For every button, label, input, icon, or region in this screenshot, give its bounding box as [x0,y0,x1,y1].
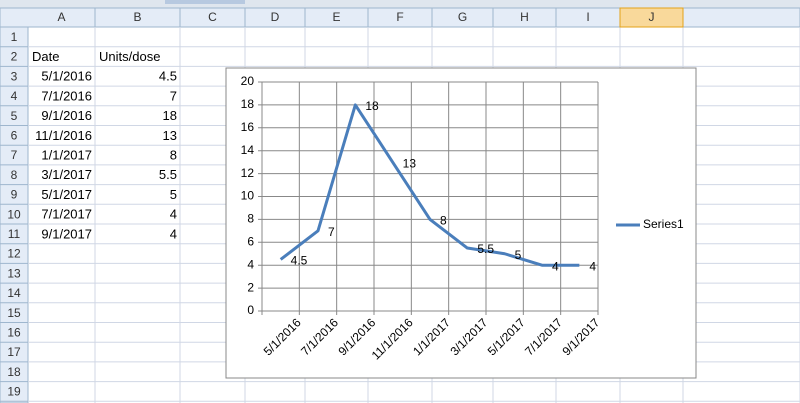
row-number: 19 [7,385,21,399]
date-cell: 7/1/2016 [41,88,92,103]
date-cell: 9/1/2017 [41,226,92,241]
data-label: 5.5 [477,242,494,256]
column-letter: H [520,10,529,24]
row-number: 13 [7,266,21,280]
row-number: 12 [7,247,21,261]
legend-label: Series1 [643,217,684,231]
y-tick-label: 0 [247,303,254,317]
date-cell: 11/1/2016 [35,128,92,143]
value-cell: 4.5 [159,69,177,84]
value-cell: 13 [163,128,177,143]
value-cell: 5.5 [159,167,177,182]
y-tick-label: 4 [247,257,254,271]
value-cell: 18 [163,108,177,123]
row-number: 15 [7,306,21,320]
row-number: 18 [7,365,21,379]
selected-column-header [619,7,684,28]
row-number: 1 [11,30,18,44]
y-tick-label: 16 [241,120,255,134]
value-cell: 5 [170,187,177,202]
data-label: 8 [440,214,447,228]
value-cell: 4 [170,207,177,222]
header-cell: Date [32,49,59,64]
column-letter: J [649,10,655,24]
row-number: 5 [11,109,18,123]
row-number: 2 [11,50,18,64]
row-number: 16 [7,326,21,340]
row-number: 11 [8,227,21,241]
y-tick-label: 14 [241,143,255,157]
row-number: 10 [7,207,21,221]
formula-strip [0,0,800,8]
y-tick-label: 8 [247,212,254,226]
date-cell: 9/1/2016 [41,108,92,123]
y-tick-label: 18 [241,97,255,111]
data-label: 4.5 [291,254,308,268]
header-cell: Units/dose [99,49,160,64]
y-tick-label: 12 [241,166,255,180]
scroll-thumb [165,0,245,4]
value-cell: 7 [170,88,177,103]
value-cell: 4 [170,226,177,241]
y-tick-label: 10 [241,189,255,203]
date-cell: 7/1/2017 [41,207,92,222]
date-cell: 1/1/2017 [41,147,92,162]
column-letter: B [133,10,141,24]
row-header-bar [0,26,29,403]
row-number: 3 [11,69,18,83]
column-letter: G [458,10,467,24]
y-tick-label: 2 [247,280,254,294]
row-number: 8 [11,168,18,182]
data-label: 4 [552,259,559,273]
data-label: 13 [403,156,417,170]
y-tick-label: 6 [247,234,254,248]
value-cell: 8 [170,147,177,162]
row-number: 6 [11,129,18,143]
series-line [279,103,580,267]
data-label: 7 [328,225,335,239]
row-number: 14 [7,286,21,300]
data-label: 5 [515,248,522,262]
row-number: 9 [11,188,18,202]
column-header-bar [0,7,800,28]
y-tick-label: 20 [241,74,255,88]
row-number: 17 [7,345,21,359]
data-label: 4 [589,259,596,273]
row-number: 4 [11,89,18,103]
column-letter: I [586,10,589,24]
data-label: 18 [365,99,379,113]
column-letter: E [332,10,340,24]
row-number: 7 [11,148,18,162]
column-letter: C [208,10,217,24]
column-letter: A [57,10,65,24]
chart-frame [225,67,697,379]
date-cell: 3/1/2017 [41,167,92,182]
column-letter: F [396,10,403,24]
chart: 024681012141618205/1/20167/1/20169/1/201… [225,67,697,379]
date-cell: 5/1/2016 [41,69,92,84]
column-letter: D [271,10,280,24]
date-cell: 5/1/2017 [41,187,92,202]
